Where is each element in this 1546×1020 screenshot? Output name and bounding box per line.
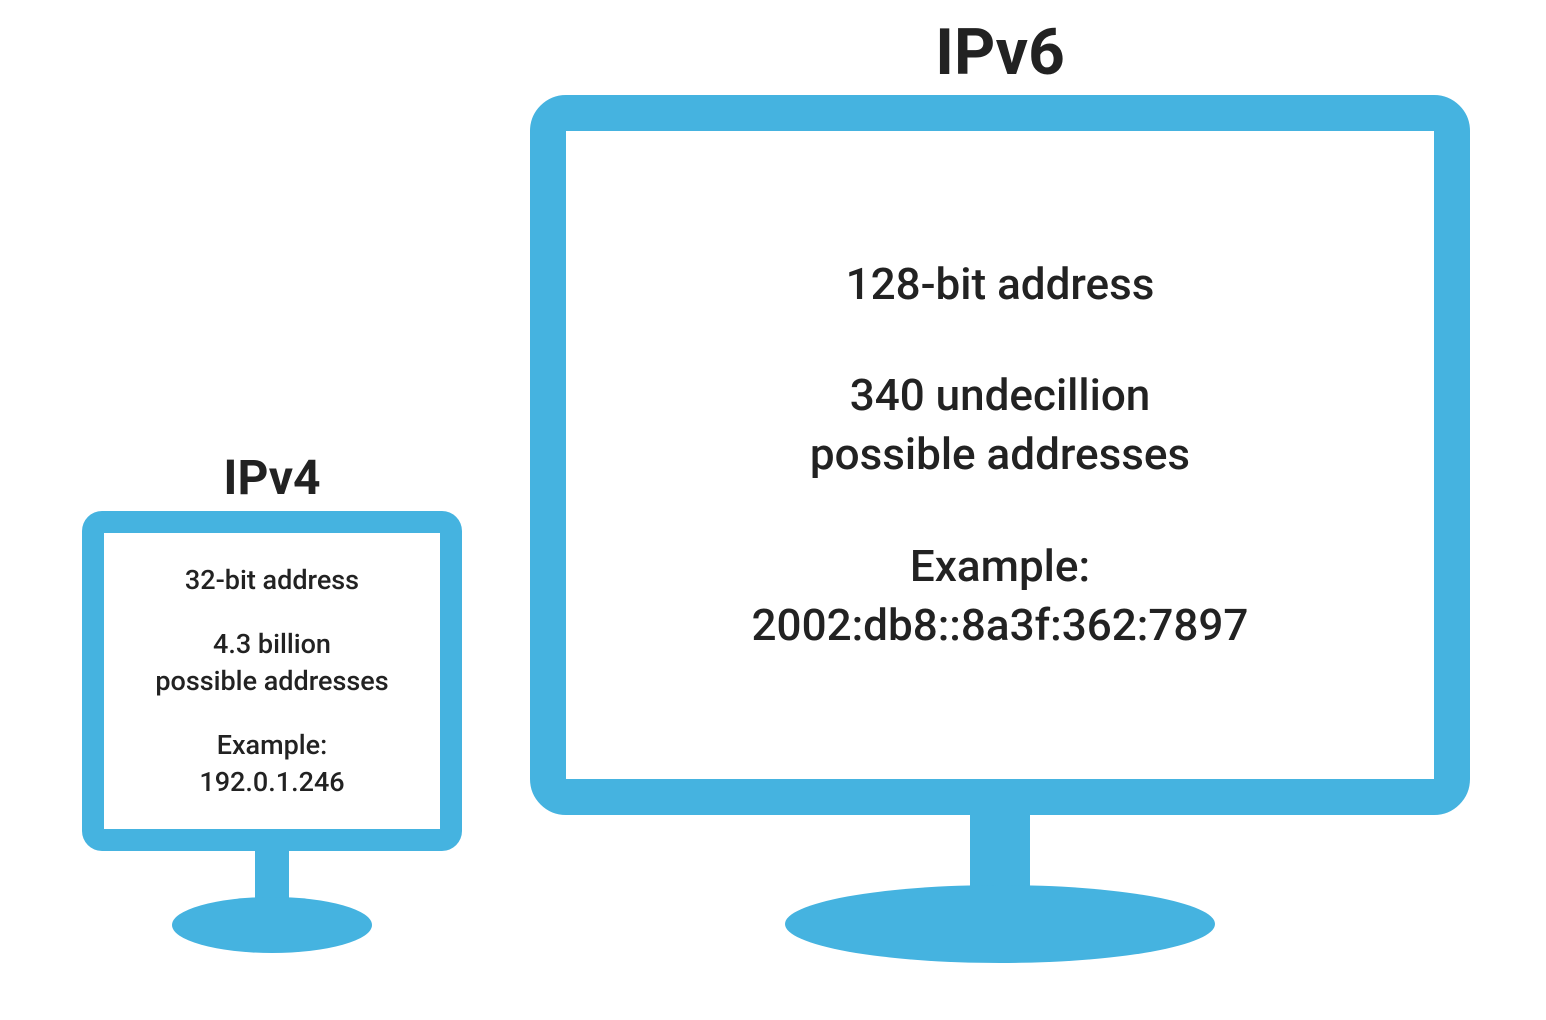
ipv4-title: IPv4 xyxy=(223,449,320,506)
ipv4-count-line1: 4.3 billion xyxy=(155,626,388,662)
ipv6-monitor: IPv6 128-bit address 340 undecillion pos… xyxy=(530,95,1470,815)
ipv6-example-value: 2002:db8::8a3f:362:7897 xyxy=(752,596,1249,655)
ipv6-title: IPv6 xyxy=(935,15,1065,90)
ipv4-screen: 32-bit address 4.3 billion possible addr… xyxy=(82,511,462,851)
ipv6-count-line1: 340 undecillion xyxy=(810,366,1190,425)
ipv4-monitor: IPv4 32-bit address 4.3 billion possible… xyxy=(82,511,462,851)
ipv6-example-label: Example: xyxy=(752,537,1249,596)
ipv6-base xyxy=(785,885,1215,963)
ipv4-example-label: Example: xyxy=(199,727,344,763)
ipv6-count-line2: possible addresses xyxy=(810,425,1190,484)
ipv6-bits: 128-bit address xyxy=(846,255,1155,314)
ipv6-screen: 128-bit address 340 undecillion possible… xyxy=(530,95,1470,815)
ipv4-count-line2: possible addresses xyxy=(155,663,388,699)
ipv4-example-value: 192.0.1.246 xyxy=(199,764,344,800)
ipv4-bits: 32-bit address xyxy=(185,562,359,598)
ipv4-base xyxy=(172,897,372,953)
